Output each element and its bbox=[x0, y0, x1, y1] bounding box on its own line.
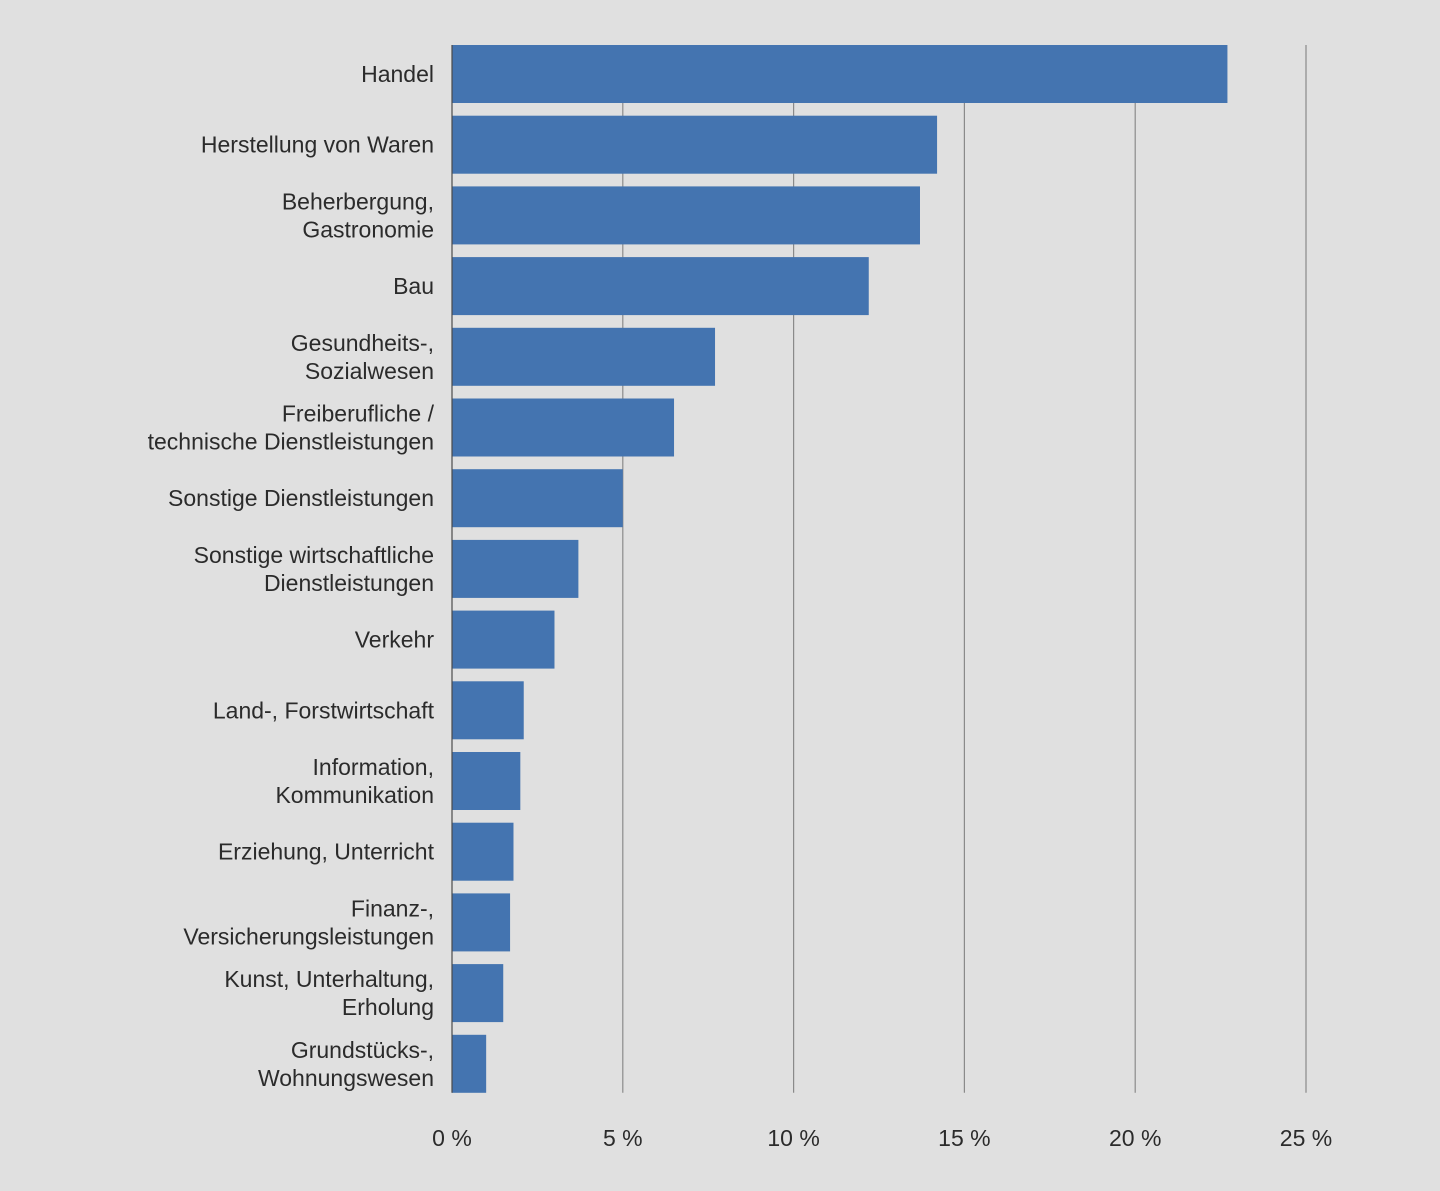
category-label-line: Erziehung, Unterricht bbox=[218, 839, 435, 865]
category-label-line: Beherbergung, bbox=[282, 188, 434, 214]
category-label-line: Dienstleistungen bbox=[264, 570, 434, 596]
bar-6 bbox=[452, 469, 623, 528]
category-label-6: Sonstige Dienstleistungen bbox=[168, 485, 434, 511]
bar-3 bbox=[452, 257, 869, 316]
x-tick-label-20: 20 % bbox=[1109, 1125, 1161, 1151]
category-label-1: Herstellung von Waren bbox=[201, 132, 434, 158]
category-label-line: Sozialwesen bbox=[305, 358, 434, 384]
category-label-line: Land-, Forstwirtschaft bbox=[213, 697, 435, 723]
category-label-12: Finanz-, Versicherungsleistungen bbox=[183, 895, 434, 949]
category-label-line: Bau bbox=[393, 273, 434, 299]
category-labels: Handel Herstellung von Waren Beherbergung,… bbox=[148, 61, 435, 1091]
bar-7 bbox=[452, 539, 579, 598]
category-label-2: Beherbergung, Gastronomie bbox=[282, 188, 434, 242]
bar-12 bbox=[452, 893, 511, 952]
category-label-0: Handel bbox=[361, 61, 434, 87]
category-label-line: Gesundheits-, bbox=[291, 330, 434, 356]
bar-2 bbox=[452, 186, 920, 245]
x-tick-label-10: 10 % bbox=[767, 1125, 819, 1151]
bar-0 bbox=[452, 45, 1228, 103]
x-tick-label-15: 15 % bbox=[938, 1125, 990, 1151]
bar-8 bbox=[452, 610, 555, 669]
category-label-11: Erziehung, Unterricht bbox=[218, 839, 435, 865]
category-label-line: Herstellung von Waren bbox=[201, 132, 434, 158]
bar-9 bbox=[452, 681, 524, 740]
bar-10 bbox=[452, 752, 521, 810]
category-label-line: Versicherungsleistungen bbox=[183, 923, 434, 949]
bar-11 bbox=[452, 822, 514, 881]
category-label-line: technische Dienstleistungen bbox=[148, 429, 434, 455]
category-label-line: Gastronomie bbox=[302, 216, 434, 242]
category-label-14: Grundstücks-, Wohnungswesen bbox=[258, 1037, 434, 1091]
category-label-9: Land-, Forstwirtschaft bbox=[213, 697, 435, 723]
category-label-line: Sonstige wirtschaftliche bbox=[194, 542, 434, 568]
category-label-line: Freiberufliche / bbox=[282, 401, 435, 427]
category-label-5: Freiberufliche / technische Dienstleistun… bbox=[148, 401, 435, 455]
category-label-line: Wohnungswesen bbox=[258, 1065, 434, 1091]
category-label-line: Verkehr bbox=[355, 627, 435, 653]
x-tick-label-0: 0 % bbox=[432, 1125, 472, 1151]
category-label-line: Handel bbox=[361, 61, 434, 87]
category-label-4: Gesundheits-, Sozialwesen bbox=[291, 330, 434, 384]
category-label-line: Erholung bbox=[342, 994, 434, 1020]
x-tick-label-5: 5 % bbox=[603, 1125, 643, 1151]
x-tick-labels: 0 % 5 % 10 % 15 % 20 % 25 % bbox=[432, 1125, 1332, 1151]
category-label-line: Kommunikation bbox=[275, 782, 434, 808]
category-label-line: Kunst, Unterhaltung, bbox=[224, 966, 434, 992]
category-label-8: Verkehr bbox=[355, 627, 435, 653]
bar-5 bbox=[452, 398, 675, 457]
bar-13 bbox=[452, 964, 504, 1023]
category-label-line: Grundstücks-, bbox=[291, 1037, 434, 1063]
category-label-3: Bau bbox=[393, 273, 434, 299]
bar-14 bbox=[452, 1034, 487, 1093]
bars bbox=[452, 45, 1228, 1093]
category-label-13: Kunst, Unterhaltung, Erholung bbox=[224, 966, 434, 1020]
category-label-7: Sonstige wirtschaftliche Dienstleistungen bbox=[194, 542, 434, 596]
category-label-line: Information, bbox=[313, 754, 434, 780]
bar-1 bbox=[452, 115, 938, 174]
category-label-line: Finanz-, bbox=[351, 895, 434, 921]
bar-4 bbox=[452, 327, 716, 386]
category-label-10: Information, Kommunikation bbox=[275, 754, 434, 808]
category-label-line: Sonstige Dienstleistungen bbox=[168, 485, 434, 511]
x-tick-label-25: 25 % bbox=[1280, 1125, 1332, 1151]
